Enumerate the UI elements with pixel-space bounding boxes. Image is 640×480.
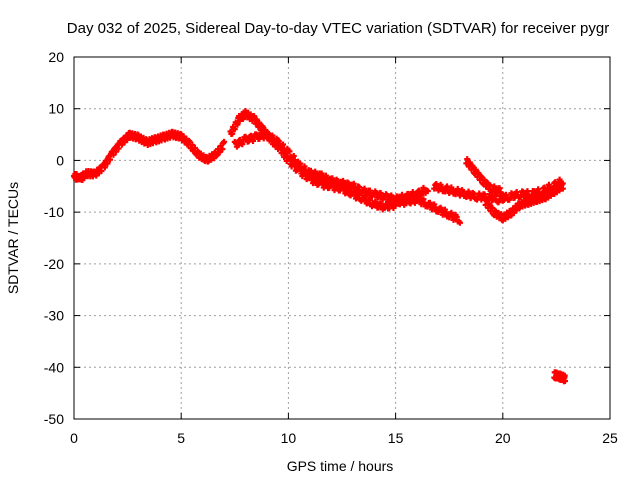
x-tick-label: 20	[495, 430, 511, 446]
series-segment-4	[392, 194, 463, 226]
data-point	[456, 219, 463, 226]
x-axis-label: GPS time / hours	[287, 458, 394, 474]
x-tick-label: 10	[281, 430, 297, 446]
y-tick-label: -10	[44, 204, 64, 220]
data-point	[107, 156, 114, 163]
data-point	[104, 160, 111, 167]
y-axis-label: SDTVAR / TECUs	[5, 182, 21, 294]
series-segment-6	[463, 156, 506, 198]
x-tick-label: 25	[602, 430, 618, 446]
data-point	[113, 148, 120, 155]
chart-title: Day 032 of 2025, Sidereal Day-to-day VTE…	[67, 20, 609, 37]
series-segment-7	[482, 181, 566, 224]
y-tick-label: -30	[44, 308, 64, 324]
data-point	[229, 130, 236, 137]
data-point	[219, 146, 226, 153]
x-tick-label: 5	[177, 430, 185, 446]
data-point	[231, 126, 238, 133]
data-point	[561, 372, 568, 379]
data-points	[71, 107, 568, 385]
grid	[74, 57, 610, 419]
series-segment-2	[227, 107, 399, 213]
data-point	[275, 138, 282, 145]
data-point	[115, 145, 122, 152]
data-point	[559, 185, 566, 192]
y-tick-label: 20	[48, 49, 64, 65]
y-tick-label: -40	[44, 359, 64, 375]
data-point	[101, 164, 108, 171]
data-point	[234, 121, 241, 128]
plot-frame	[73, 56, 611, 420]
y-tick-label: 0	[56, 152, 64, 168]
data-point	[98, 168, 105, 175]
data-point	[561, 377, 568, 384]
x-tick-label: 0	[70, 430, 78, 446]
series-segment-3	[231, 128, 431, 205]
data-point	[424, 188, 431, 195]
data-point	[499, 191, 506, 198]
series-segment-8	[551, 369, 568, 385]
series-segment-5	[431, 176, 566, 206]
x-tick-label: 15	[388, 430, 404, 446]
series-segment-1	[71, 128, 228, 184]
data-point	[221, 138, 228, 145]
axis-ticks: 0 5 10 15 20 25 -50 -40 -30 -20 -10 0 10 20	[44, 49, 618, 446]
y-tick-label: -50	[44, 411, 64, 427]
y-tick-label: 10	[48, 101, 64, 117]
data-point	[286, 148, 293, 155]
y-tick-label: -20	[44, 256, 64, 272]
